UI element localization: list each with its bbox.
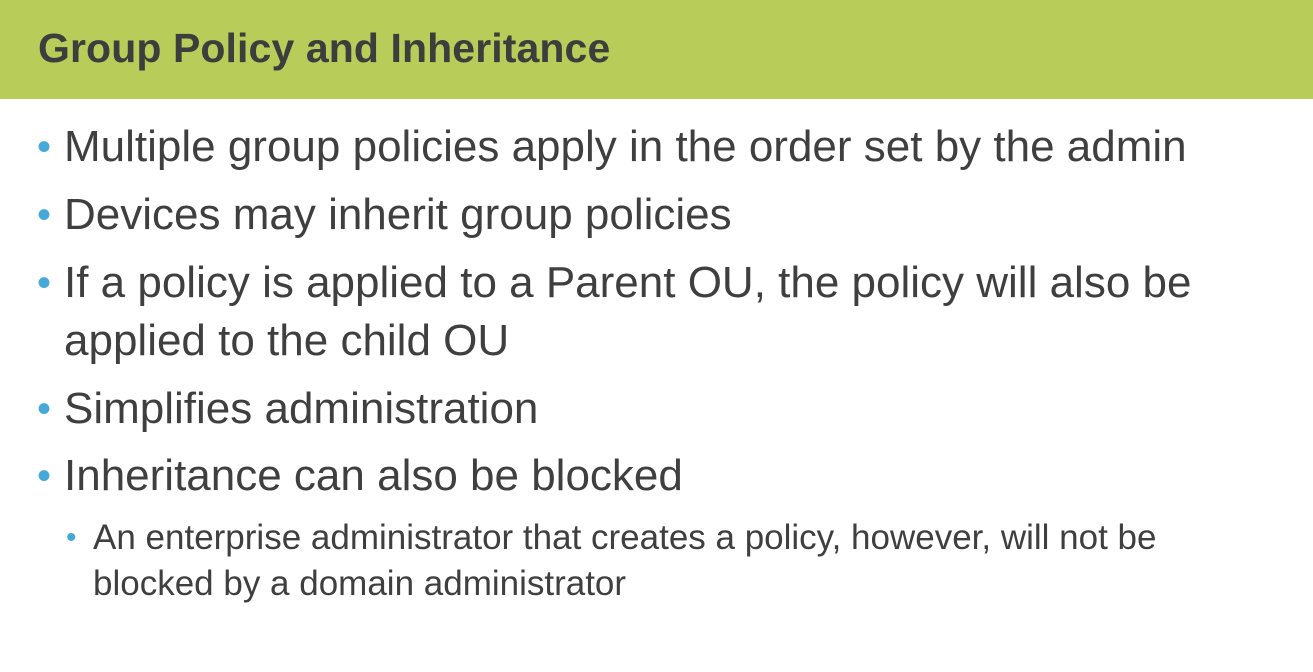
bullet-text: Inheritance can also be blocked <box>64 451 683 500</box>
sub-bullet-point-icon: • <box>66 521 77 554</box>
bullet-point-icon: • <box>37 193 52 237</box>
title-bar: Group Policy and Inheritance <box>0 0 1313 99</box>
bullet-point-icon: • <box>37 454 52 498</box>
bullet-point-icon: • <box>37 125 52 169</box>
bullet-point-icon: • <box>37 261 52 305</box>
bullet-text: Devices may inherit group policies <box>64 190 732 239</box>
bullet-text: Multiple group policies apply in the ord… <box>64 122 1187 171</box>
bullet-text: If a policy is applied to a Parent OU, t… <box>64 258 1192 365</box>
sub-bullet-text: An enterprise administrator that creates… <box>93 518 1157 603</box>
slide-title: Group Policy and Inheritance <box>38 25 611 71</box>
bullet-text: Simplifies administration <box>64 384 539 433</box>
bullet-point-icon: • <box>37 387 52 431</box>
